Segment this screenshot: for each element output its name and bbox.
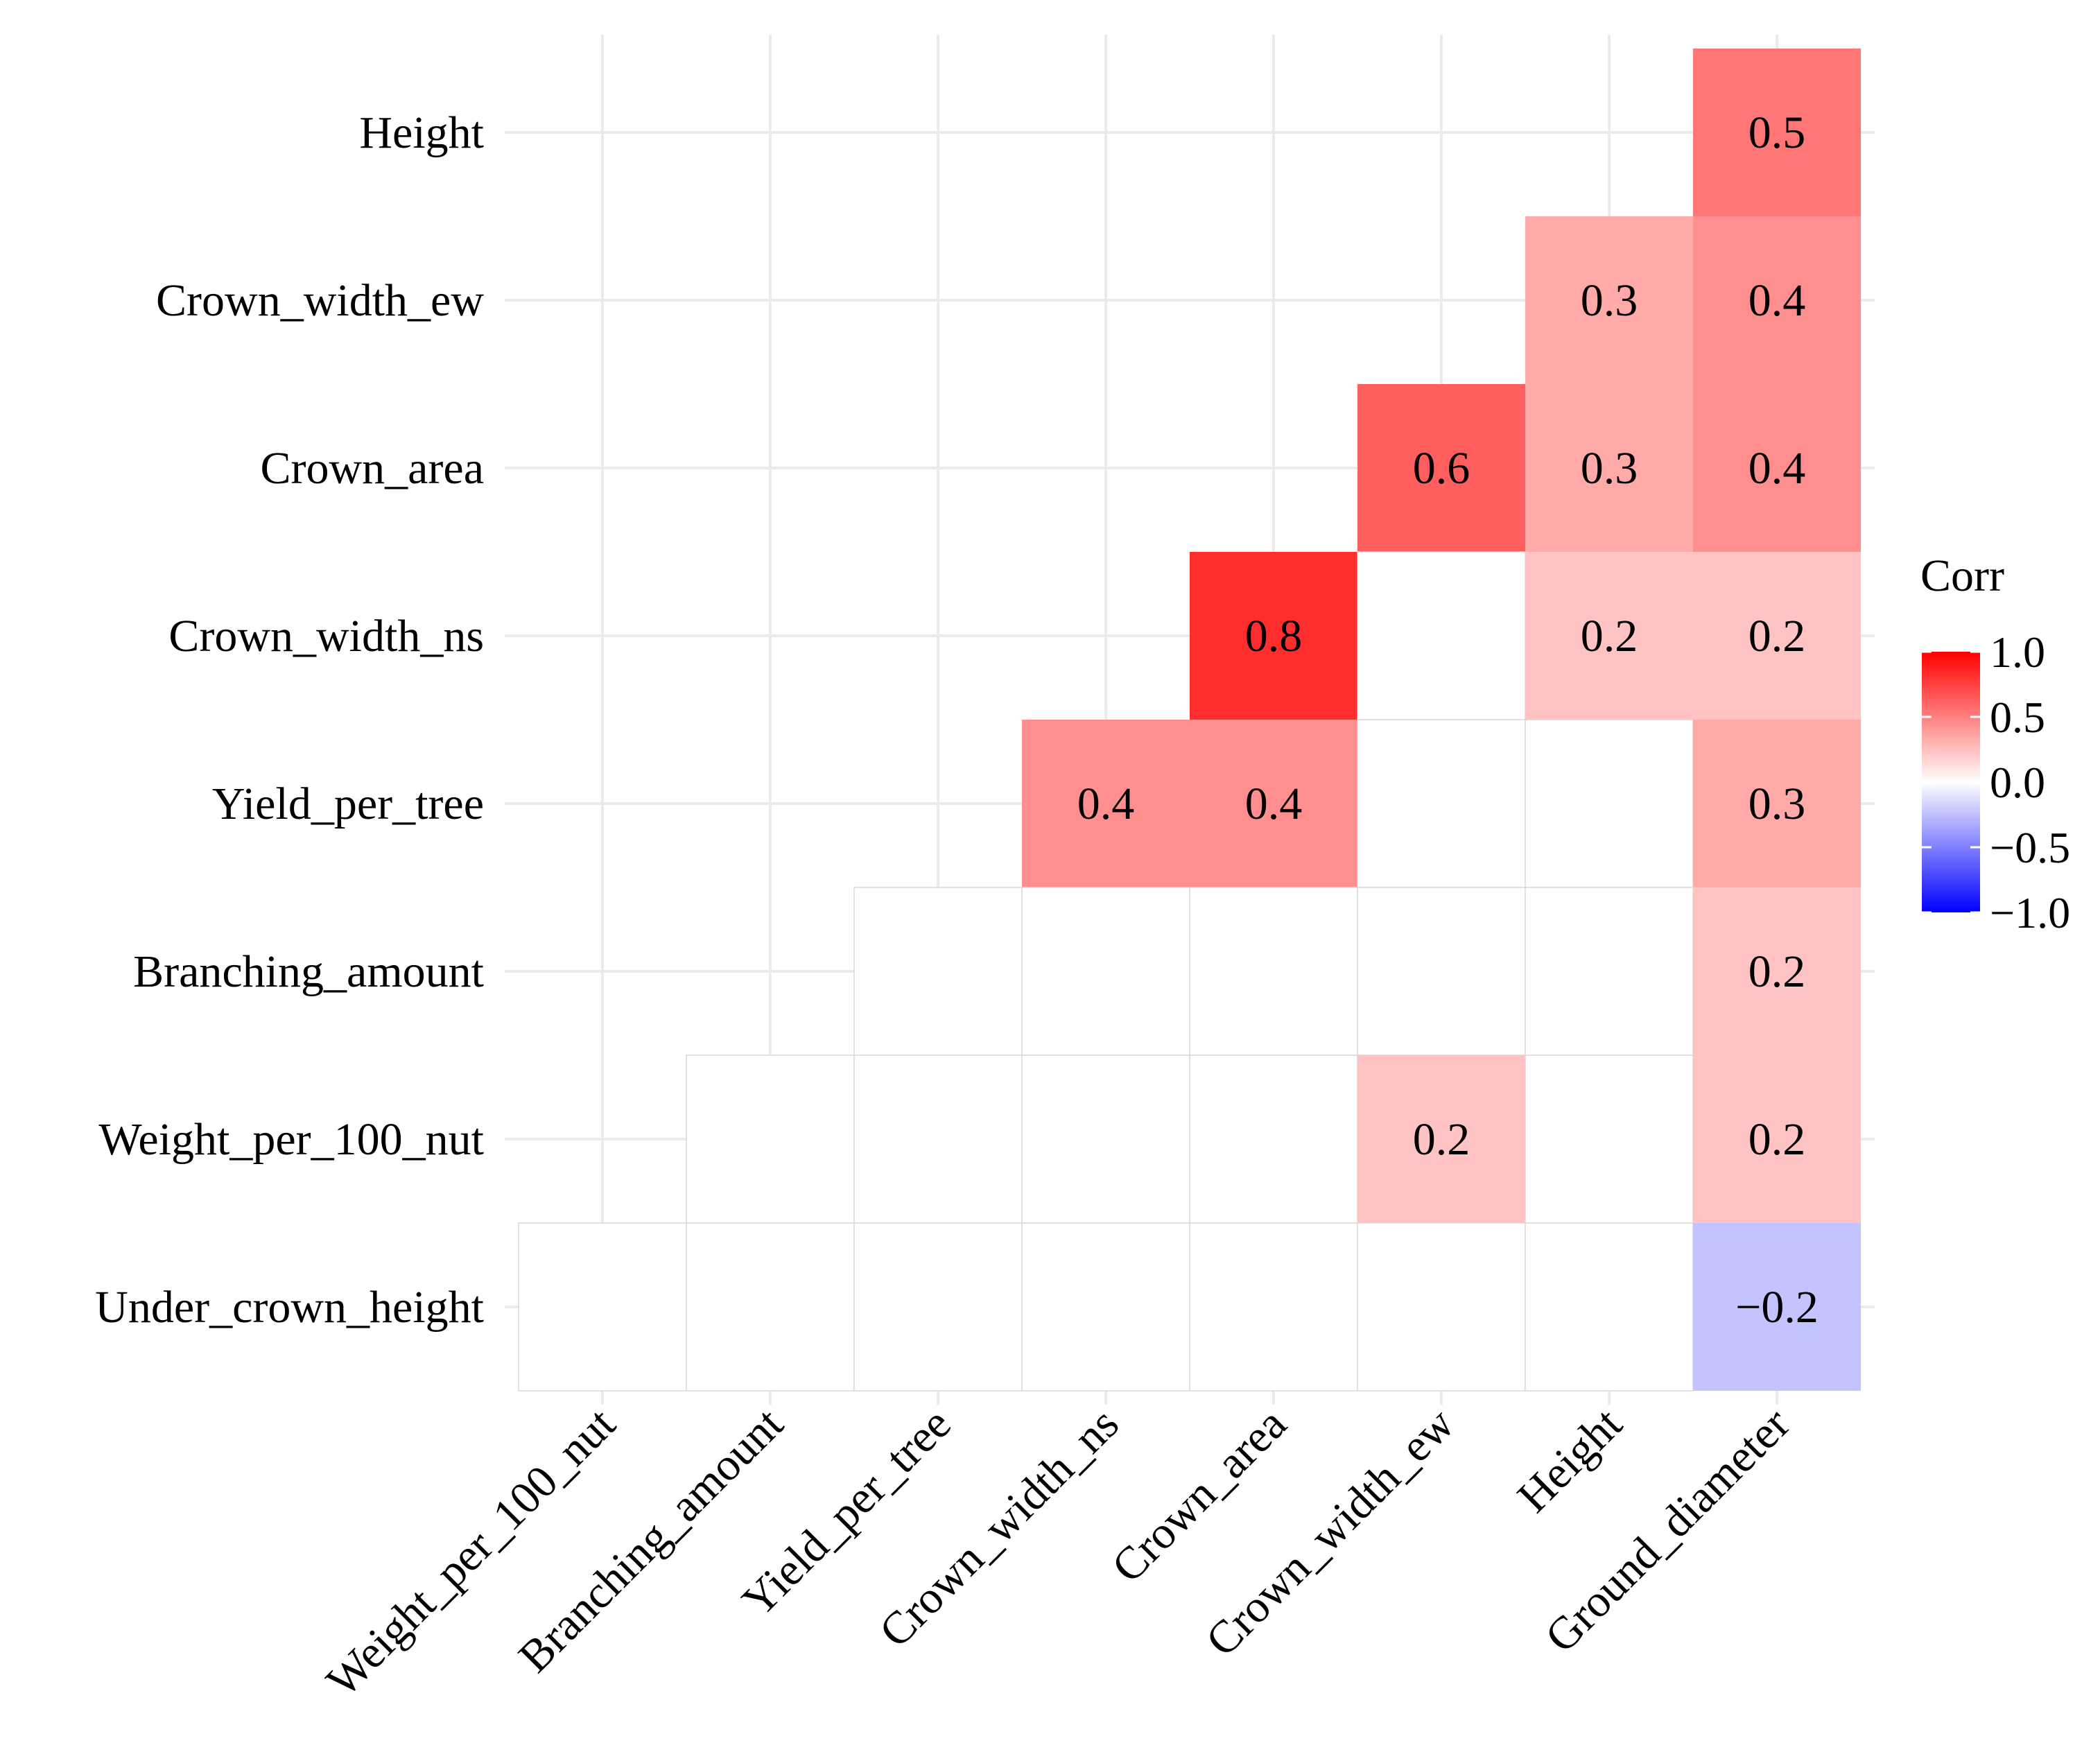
heatmap-cell [1525,1055,1694,1224]
y-tick-label: Under_crown_height [95,1282,484,1333]
cell-value-label: 0.2 [1748,1114,1806,1165]
heatmap-cell [1022,720,1190,887]
legend-title: Corr [1920,550,2004,601]
heatmap-cell [1357,719,1526,888]
heatmap-cell [686,1055,855,1224]
cell-value-label: 0.4 [1748,275,1806,326]
cell-value-label: 0.2 [1748,611,1806,661]
legend-tick-label: 0.0 [1990,758,2045,807]
cell-value-label: 0.6 [1413,443,1470,494]
heatmap-cell [1190,552,1357,720]
y-tick-label: Weight_per_100_nut [98,1114,484,1165]
heatmap-cell [1357,1055,1525,1223]
x-tick-label: Weight_per_100_nut [317,1398,625,1706]
heatmap-cell [1021,1222,1190,1391]
heatmap-cell [1525,887,1694,1056]
cell-value-label: 0.2 [1581,611,1638,661]
cell-value-label: 0.4 [1748,443,1806,494]
heatmap-cell [1693,1223,1861,1391]
legend-ticks: 1.0 0.5 0.0 −0.5 −1.0 [1922,627,2070,937]
heatmap-cell [1189,1055,1358,1224]
heatmap-cell [686,1222,855,1391]
heatmap-cell [1021,887,1190,1056]
heatmap-cell [853,1222,1023,1391]
heatmap-cell [1693,1055,1861,1223]
heatmap-cell [1693,552,1861,720]
heatmap-cell [853,887,1023,1056]
heatmap-cell [1693,216,1861,384]
heatmap-cell [1357,887,1526,1056]
cell-value-label: −0.2 [1735,1282,1819,1333]
cell-value-label: 0.8 [1245,611,1303,661]
legend-tick-label: 0.5 [1990,693,2045,742]
heatmap-cells [518,49,1861,1391]
y-axis-tick-labels: Height Crown_width_ew Crown_area Crown_widt… [95,107,484,1333]
heatmap-cell [1525,384,1693,552]
cell-value-label: 0.3 [1581,443,1638,494]
x-tick-label: Height [1508,1398,1632,1523]
cell-value-label: 0.2 [1413,1114,1470,1165]
heatmap-cell [1190,720,1357,887]
heatmap-cell [1357,1222,1526,1391]
cell-labels: 0.5 0.3 0.4 0.6 0.3 0.4 0.8 0.2 0.2 0.4 0.4 0.3 0.2 0… [1077,107,1819,1333]
heatmap-cell [1189,1222,1358,1391]
y-tick-label: Crown_width_ew [156,275,484,326]
y-tick-label: Crown_width_ns [168,611,484,661]
heatmap-cell [1525,719,1694,888]
cell-value-label: 0.3 [1581,275,1638,326]
heatmap-cell [1357,551,1526,720]
y-tick-label: Yield_per_tree [212,779,484,829]
heatmap-cell [1693,887,1861,1055]
y-tick-label: Crown_area [260,443,484,494]
heatmap-cell [853,1055,1023,1224]
heatmap-cell [1693,384,1861,552]
color-legend: Corr 1.0 0.5 0.0 −0.5 −1.0 [1920,550,2070,937]
heatmap-cell [1525,1222,1694,1391]
x-axis-tick-labels: Weight_per_100_nutBranching_amountYield_… [317,1398,1799,1707]
cell-value-label: 0.4 [1245,779,1303,829]
y-tick-label: Branching_amount [133,946,484,997]
heatmap-cell [1357,384,1525,552]
legend-tick-label: −0.5 [1990,823,2070,872]
heatmap-cell [1525,552,1693,720]
heatmap-cell [1693,720,1861,887]
cell-value-label: 0.5 [1748,107,1806,158]
cell-value-label: 0.4 [1077,779,1135,829]
heatmap-cell [518,1222,687,1391]
heatmap-cell [1693,49,1861,216]
heatmap-cell [1021,1055,1190,1224]
cell-value-label: 0.2 [1748,946,1806,997]
y-tick-label: Height [359,107,484,158]
legend-tick-label: 1.0 [1990,627,2045,677]
heatmap-cell [1189,887,1358,1056]
cell-value-label: 0.3 [1748,779,1806,829]
heatmap-cell [1525,216,1693,384]
legend-tick-label: −1.0 [1990,888,2070,937]
